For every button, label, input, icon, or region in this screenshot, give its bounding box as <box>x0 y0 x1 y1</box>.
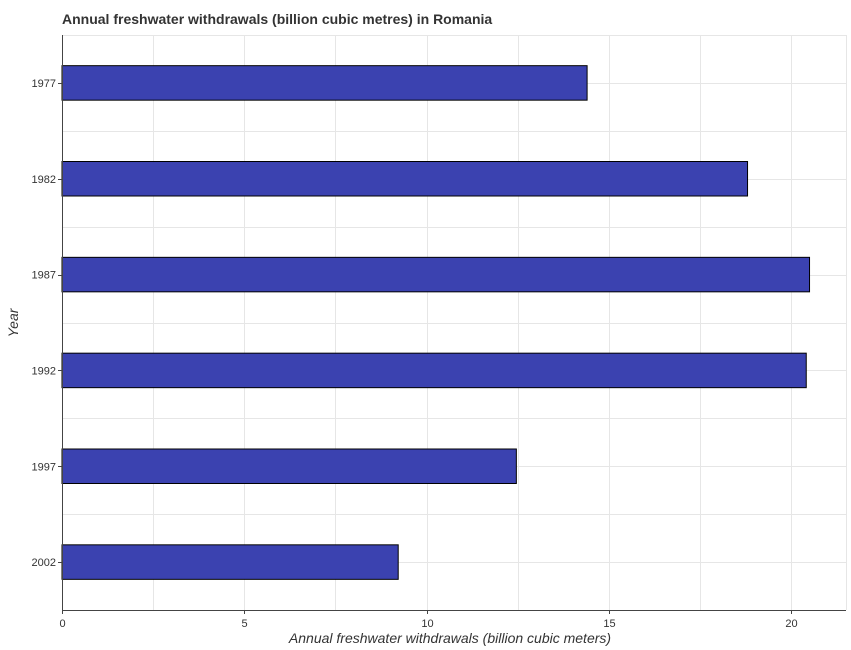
y-tick-label: 1982 <box>32 174 56 186</box>
x-tick-label: 5 <box>241 618 247 630</box>
x-axis-label: Annual freshwater withdrawals (billion c… <box>288 630 611 646</box>
axes: 1977 1982 1987 1992 1997 2002 0 5 10 15 20 <box>32 35 846 630</box>
y-axis-label: Year <box>5 307 21 337</box>
y-tick-label: 1977 <box>32 78 56 90</box>
x-tick-label: 15 <box>603 618 615 630</box>
grid <box>62 35 847 611</box>
y-tick-label: 2002 <box>32 557 56 569</box>
bar-2002 <box>61 544 399 580</box>
x-tick-label: 10 <box>421 618 433 630</box>
bar-1977 <box>61 65 588 101</box>
y-tick-label: 1987 <box>32 270 56 282</box>
y-tick-label: 1997 <box>32 461 56 473</box>
bar-1997 <box>61 448 517 484</box>
bar-1987 <box>61 256 811 293</box>
bars <box>61 65 811 580</box>
y-tick-label: 1992 <box>32 365 56 377</box>
x-tick-label: 0 <box>59 618 65 630</box>
bar-1992 <box>61 352 807 389</box>
chart-title: Annual freshwater withdrawals (billion c… <box>62 11 492 27</box>
x-tick-label: 20 <box>785 618 797 630</box>
bar-1982 <box>61 161 749 197</box>
